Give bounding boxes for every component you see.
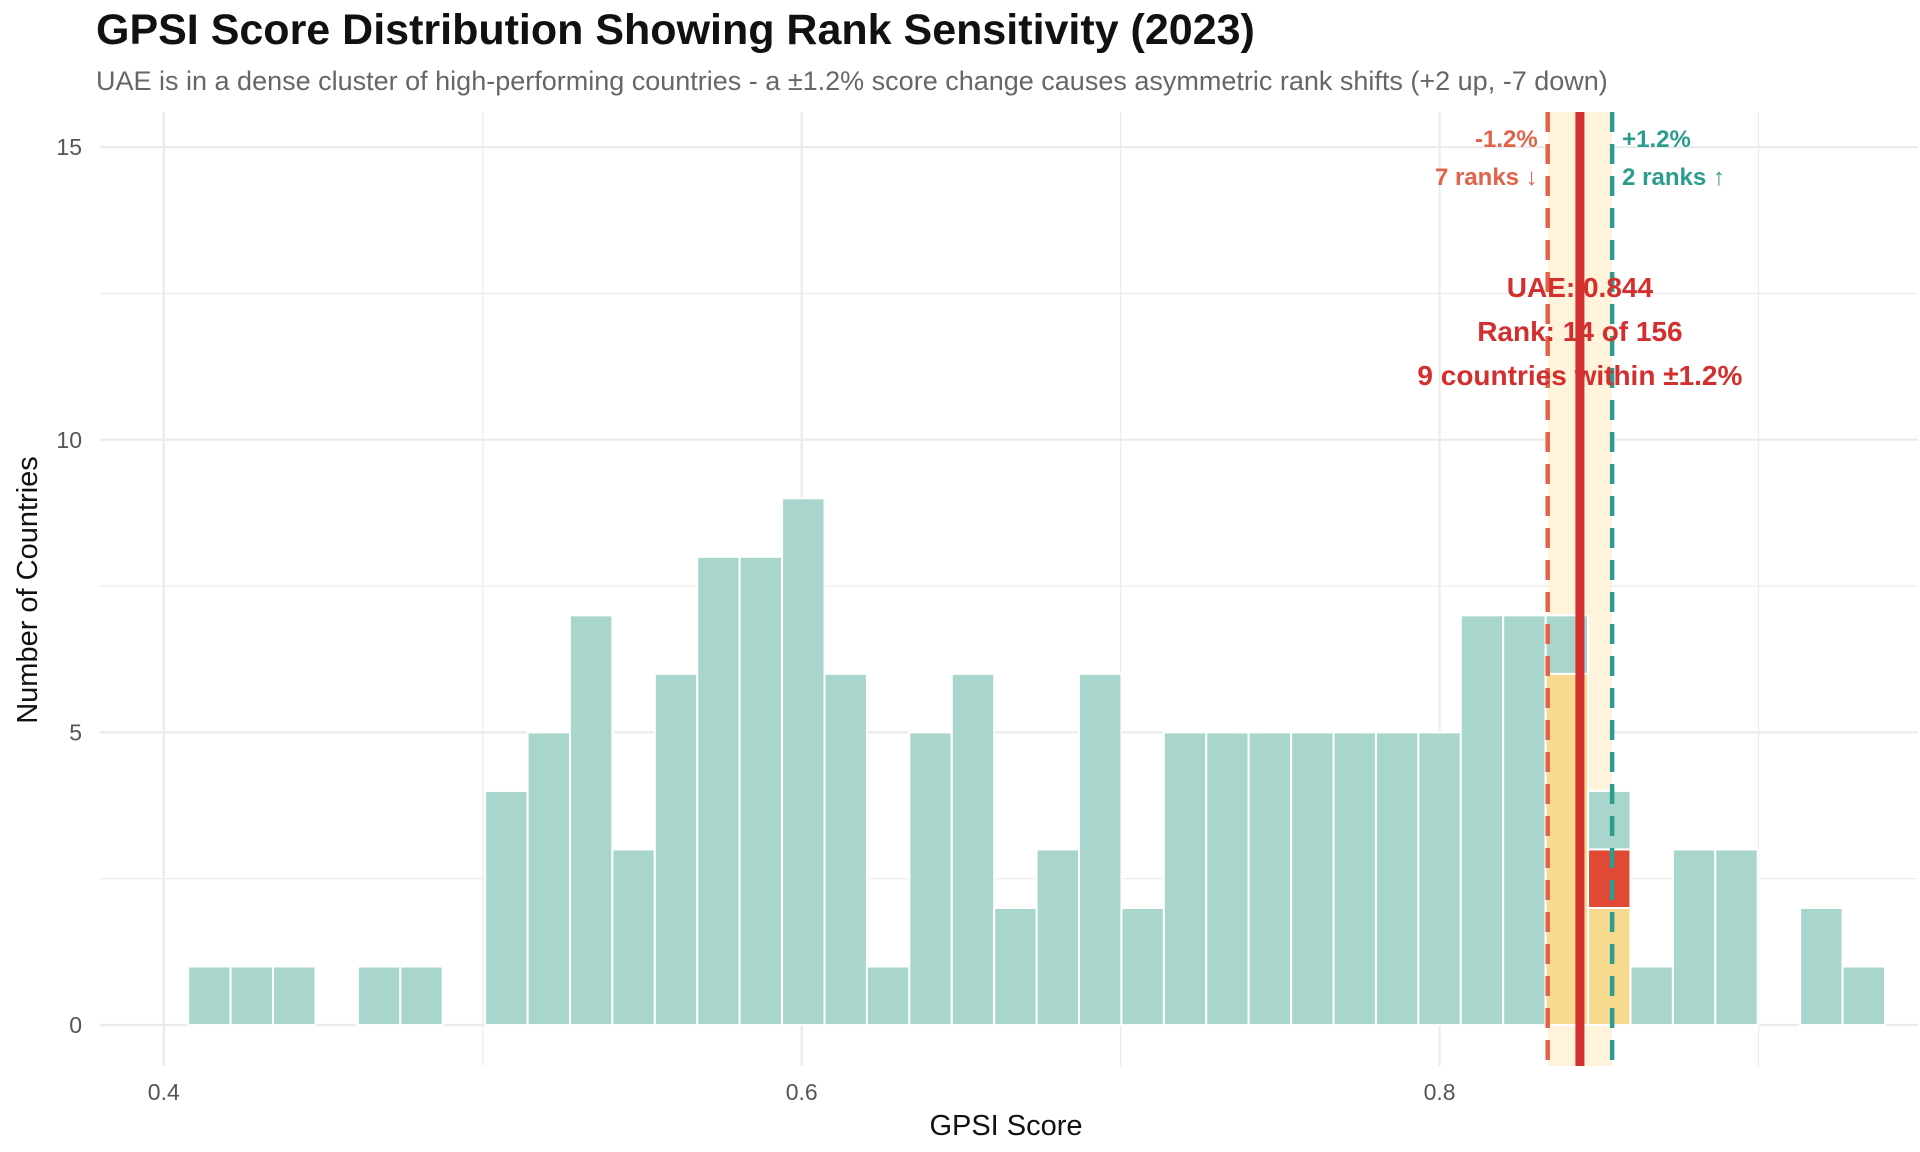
histogram-bar (823, 672, 868, 1027)
histogram-bar (568, 614, 614, 1027)
histogram-bar (1205, 731, 1250, 1027)
histogram-bar (1374, 731, 1420, 1027)
histogram-bar (356, 965, 402, 1027)
uae-score-label: UAE: 0.844 (1507, 272, 1654, 303)
x-axis-title: GPSI Score (929, 1110, 1082, 1142)
chart-title: GPSI Score Distribution Showing Rank Sen… (96, 6, 1255, 54)
lower-ranks-label: 7 ranks ↓ (1435, 164, 1538, 191)
histogram-bar (738, 555, 784, 1027)
histogram-bar (1290, 731, 1335, 1027)
histogram-bar (1714, 848, 1759, 1027)
histogram-bar (611, 848, 656, 1027)
x-tick-label: 0.6 (786, 1079, 818, 1105)
histogram-bar (950, 672, 996, 1027)
x-tick-label: 0.8 (1424, 1079, 1456, 1105)
histogram-bar (1459, 614, 1505, 1027)
histogram-bar (1332, 731, 1377, 1027)
histogram-bars (187, 497, 1886, 1027)
uae-rank-label: Rank: 14 of 156 (1477, 316, 1682, 347)
y-tick-label: 10 (56, 427, 82, 453)
reference-lines (1545, 112, 1615, 1066)
histogram-bar (1671, 848, 1717, 1027)
y-tick-label: 15 (56, 134, 82, 160)
histogram-bar (399, 965, 444, 1027)
y-tick-label: 5 (69, 719, 82, 745)
histogram-bar (272, 965, 317, 1027)
x-tick-label: 0.4 (148, 1079, 180, 1105)
histogram-bar (1841, 965, 1886, 1027)
histogram-bar (1502, 614, 1547, 1027)
uae-cluster-label: 9 countries within ±1.2% (1417, 360, 1742, 391)
axis-ticks: 0.4 0.6 0.8 0 5 10 15 (56, 134, 1455, 1105)
chart-subtitle: UAE is in a dense cluster of high-perfor… (96, 66, 1608, 96)
histogram-bar (484, 789, 529, 1027)
histogram-bar (1799, 906, 1844, 1027)
histogram-bar (1162, 731, 1208, 1027)
histogram-bar (1247, 731, 1293, 1027)
histogram-bar (1629, 965, 1674, 1027)
histogram-bar (908, 731, 953, 1027)
uae-bar (1587, 848, 1632, 909)
histogram-bar (696, 555, 741, 1027)
annotations: -1.2% 7 ranks ↓ +1.2% 2 ranks ↑ UAE: 0.844 Ra… (1417, 126, 1742, 391)
lower-pct-label: -1.2% (1475, 126, 1538, 153)
upper-ranks-label: 2 ranks ↑ (1622, 164, 1725, 191)
histogram-bar (229, 965, 275, 1027)
histogram-bar (1078, 672, 1123, 1027)
histogram-bar (526, 731, 571, 1027)
histogram-bar (1417, 731, 1462, 1027)
histogram-bar (865, 965, 911, 1027)
upper-pct-label: +1.2% (1622, 126, 1691, 153)
histogram-bar (187, 965, 232, 1027)
histogram-bar (1035, 848, 1081, 1027)
histogram-bar (1120, 906, 1165, 1027)
y-tick-label: 0 (69, 1012, 82, 1038)
histogram-bar (653, 672, 699, 1027)
y-axis-title: Number of Countries (12, 456, 44, 724)
histogram-bar (781, 497, 826, 1027)
histogram-bar (993, 906, 1038, 1027)
